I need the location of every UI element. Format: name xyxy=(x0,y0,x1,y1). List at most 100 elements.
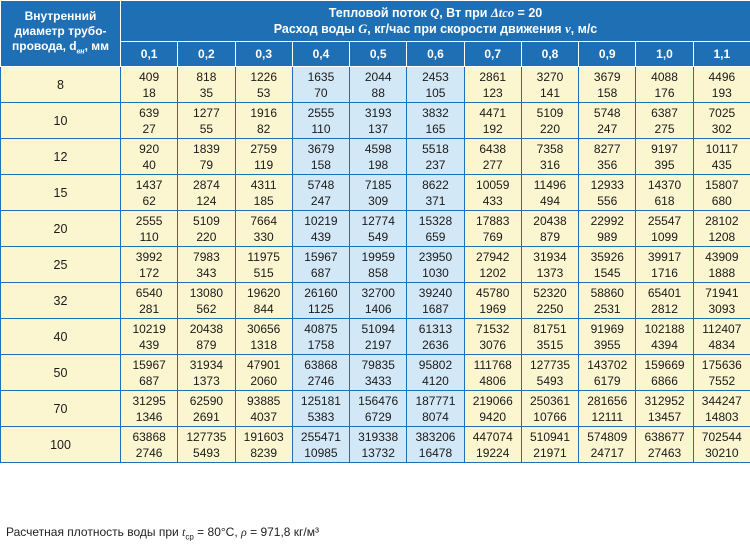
speed-header-row: 0,1 0,2 0,3 0,4 0,5 0,6 0,7 0,8 0,9 1,0 1,1 xyxy=(1,41,750,67)
speed-header-cell: 0,9 xyxy=(578,41,637,67)
heat-flow-value: 319338 xyxy=(358,429,399,444)
heat-flow-value: 639 xyxy=(139,105,160,120)
water-flow-value: 124 xyxy=(196,193,217,208)
water-flow-value: 879 xyxy=(539,229,560,244)
heat-flow-value: 15967 xyxy=(304,249,338,264)
water-flow-value: 549 xyxy=(368,229,389,244)
heat-flow-value: 9197 xyxy=(651,141,678,156)
footnote: Расчетная плотность воды при tср = 80°C,… xyxy=(6,525,320,542)
water-flow-value: 562 xyxy=(196,301,217,316)
heat-flow-value: 93885 xyxy=(246,393,281,408)
water-flow-value: 110 xyxy=(311,121,331,136)
heat-flow-value: 47901 xyxy=(246,357,281,372)
heat-flow-value: 19620 xyxy=(246,285,281,300)
heat-flow-value: 65401 xyxy=(647,285,682,300)
heat-flow-value: 447074 xyxy=(472,429,513,444)
water-flow-value: 1202 xyxy=(479,265,507,280)
water-flow-value: 40 xyxy=(142,157,156,172)
heat-flow-value: 15807 xyxy=(705,177,739,192)
water-flow-value: 343 xyxy=(196,265,217,280)
water-flow-value: 844 xyxy=(253,301,274,316)
heat-flow-value: 156476 xyxy=(358,393,399,408)
value-cell: 15328 659 xyxy=(406,210,465,247)
value-cell: 5748 247 xyxy=(578,102,637,139)
diameter-cell: 50 xyxy=(0,354,121,391)
value-cell: 43909 1888 xyxy=(692,246,750,283)
water-flow-value: 158 xyxy=(310,157,331,172)
table-row: 10 639 27 1277 55 1916 82 2555 110 3193 137 3832 165… xyxy=(0,102,750,139)
value-cell: 27942 1202 xyxy=(463,246,522,283)
water-flow-value: 515 xyxy=(253,265,274,280)
heat-flow-value: 111768 xyxy=(473,357,512,372)
water-flow-value: 439 xyxy=(310,229,331,244)
value-cell: 32700 1406 xyxy=(349,282,408,319)
heat-flow-value: 7185 xyxy=(364,177,392,192)
heat-flow-value: 10117 xyxy=(705,141,739,156)
heat-flow-value: 344247 xyxy=(701,393,742,408)
value-cell: 12774 549 xyxy=(349,210,408,247)
value-cell: 5109 220 xyxy=(177,210,236,247)
heat-flow-value: 31934 xyxy=(533,249,567,264)
water-flow-value: 2531 xyxy=(593,301,621,316)
water-flow-value: 281 xyxy=(139,301,160,316)
water-flow-value: 13732 xyxy=(361,445,395,460)
table-row: 15 1437 62 2874 124 4311 185 5748 247 7185 309 8622… xyxy=(0,174,750,211)
value-cell: 3193 137 xyxy=(349,102,408,139)
heat-flow-value: 43909 xyxy=(705,249,739,264)
heat-flow-value: 63868 xyxy=(304,357,338,372)
heat-flow-value: 1226 xyxy=(250,69,278,84)
value-cell: 4311 185 xyxy=(234,174,293,211)
value-cell: 12933 556 xyxy=(578,174,637,211)
value-cell: 1277 55 xyxy=(177,102,236,139)
value-cell: 10117 435 xyxy=(692,138,750,175)
heat-flow-value: 5748 xyxy=(307,177,335,192)
value-cell: 39917 1716 xyxy=(635,246,694,283)
water-flow-value: 193 xyxy=(711,85,732,100)
heat-flow-value: 1839 xyxy=(193,141,220,156)
table-row: 20 2555 110 5109 220 7664 330 10219 439 12774 549 1… xyxy=(0,210,750,247)
water-flow-value: 105 xyxy=(425,85,446,100)
value-cell: 6387 275 xyxy=(635,102,694,139)
heat-flow-value: 175636 xyxy=(701,357,742,372)
water-flow-value: 659 xyxy=(425,229,446,244)
value-cell: 2874 124 xyxy=(177,174,236,211)
value-cell: 7983 343 xyxy=(177,246,236,283)
value-cell: 447074 19224 xyxy=(463,426,522,463)
water-flow-value: 356 xyxy=(597,157,618,172)
heat-flow-value: 2861 xyxy=(479,69,507,84)
value-cell: 15967 687 xyxy=(119,354,179,391)
water-flow-value: 19224 xyxy=(476,445,510,460)
heat-flow-value: 702544 xyxy=(701,429,742,444)
value-cell: 7185 309 xyxy=(349,174,408,211)
value-cell: 2555 110 xyxy=(119,210,179,247)
value-cell: 15807 680 xyxy=(692,174,750,211)
water-flow-value: 1346 xyxy=(135,409,163,424)
water-flow-value: 220 xyxy=(539,121,560,136)
value-cell: 17883 769 xyxy=(463,210,522,247)
value-cell: 63868 2746 xyxy=(119,426,179,463)
diameter-cell: 12 xyxy=(0,138,121,175)
heat-flow-value: 79835 xyxy=(361,357,395,372)
water-flow-value: 3955 xyxy=(593,337,621,352)
water-flow-value: 5493 xyxy=(193,445,220,460)
water-flow-value: 4120 xyxy=(422,373,449,388)
diameter-header-line3: провода, d xyxy=(11,38,77,53)
value-cell: 125181 5383 xyxy=(291,390,351,427)
heat-flow-value: 22992 xyxy=(590,213,624,228)
heat-flow-value: 51094 xyxy=(361,321,395,336)
water-flow-value: 277 xyxy=(482,157,503,172)
diameter-cell: 25 xyxy=(0,246,121,283)
water-flow-value: 687 xyxy=(139,373,160,388)
value-cell: 1437 62 xyxy=(119,174,179,211)
value-cell: 58860 2531 xyxy=(578,282,637,319)
water-flow-value: 7552 xyxy=(708,373,736,388)
water-flow-value: 16478 xyxy=(418,445,453,460)
water-flow-value: 316 xyxy=(539,157,560,172)
water-flow-value: 27 xyxy=(142,121,156,136)
heat-flow-value: 818 xyxy=(196,69,217,84)
water-flow-value: 30210 xyxy=(705,445,739,460)
value-cell: 219066 9420 xyxy=(463,390,522,427)
heat-flow-value: 62590 xyxy=(189,393,224,408)
water-flow-value: 4394 xyxy=(651,337,678,352)
heat-flow-value: 32700 xyxy=(361,285,395,300)
